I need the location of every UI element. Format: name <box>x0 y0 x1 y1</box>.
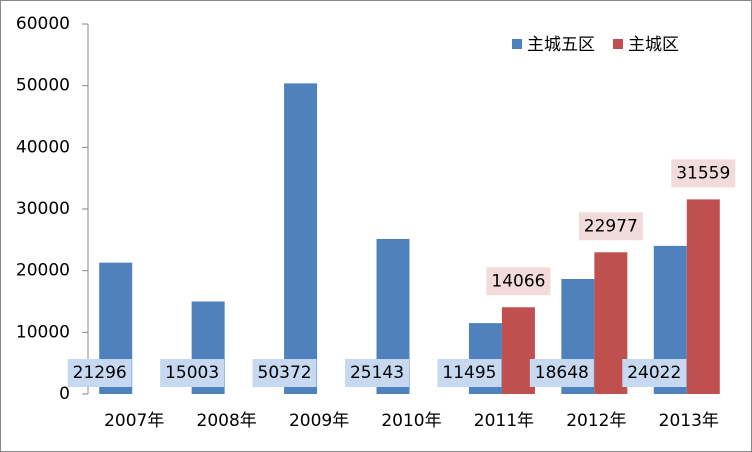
data-label-box <box>671 159 736 188</box>
bar <box>501 307 535 394</box>
data-label-box <box>67 359 132 387</box>
x-tick-label: 2012年 <box>566 411 626 431</box>
data-label: 21296 <box>73 363 127 383</box>
data-label-box <box>437 359 502 387</box>
data-label: 25143 <box>350 363 404 383</box>
data-label: 11495 <box>442 363 496 383</box>
data-label: 18648 <box>535 363 589 383</box>
bar <box>686 199 720 394</box>
legend-swatch <box>512 39 522 49</box>
data-label: 15003 <box>165 363 219 383</box>
y-tick-label: 0 <box>59 384 70 404</box>
y-tick-label: 30000 <box>16 199 70 219</box>
data-label-box <box>529 359 594 387</box>
x-tick-label: 2010年 <box>381 411 441 431</box>
data-label: 24022 <box>627 363 681 383</box>
y-tick-label: 20000 <box>16 261 70 281</box>
legend-label: 主城区 <box>628 35 679 55</box>
legend-label: 主城五区 <box>527 35 595 55</box>
y-tick-label: 10000 <box>16 322 70 342</box>
y-tick-label: 60000 <box>16 14 70 34</box>
y-tick-label: 50000 <box>16 76 70 96</box>
data-label-box <box>622 359 687 387</box>
x-tick-label: 2011年 <box>474 411 534 431</box>
x-tick-label: 2013年 <box>659 411 719 431</box>
data-label-box <box>160 359 225 387</box>
x-tick-label: 2007年 <box>104 411 164 431</box>
data-label-box <box>486 267 551 296</box>
data-label-box <box>578 212 643 241</box>
y-tick-label: 40000 <box>16 137 70 157</box>
data-label-box <box>252 359 317 387</box>
data-label: 14066 <box>491 271 545 291</box>
data-label-box <box>345 359 409 387</box>
x-tick-label: 2009年 <box>289 411 349 431</box>
bar <box>284 83 318 394</box>
legend-swatch <box>613 39 623 49</box>
data-label: 22977 <box>584 216 638 236</box>
data-label: 50372 <box>258 363 312 383</box>
bar <box>594 252 628 394</box>
data-label: 31559 <box>676 163 730 183</box>
x-tick-label: 2008年 <box>197 411 257 431</box>
